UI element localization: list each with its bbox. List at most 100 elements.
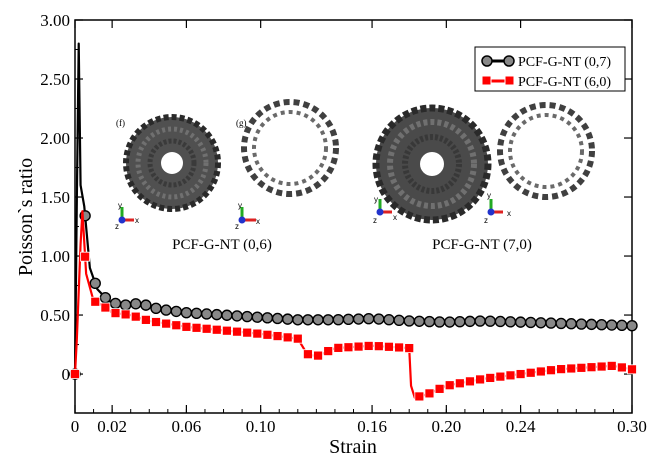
- series-point-1: [80, 251, 91, 262]
- series-point-0: [504, 316, 517, 328]
- series-point-1: [353, 341, 364, 352]
- series-point-1: [303, 349, 313, 360]
- series-point-0: [413, 315, 426, 327]
- series-point-0: [292, 314, 304, 326]
- series-point-0: [545, 317, 557, 329]
- series-point-1: [444, 380, 455, 391]
- series-point-0: [150, 302, 162, 315]
- inset-label-06: PCF-G-NT (0,6): [172, 237, 272, 253]
- series-point-0: [180, 306, 193, 319]
- y-tick-label: 0.50: [40, 306, 70, 325]
- series-point-1: [201, 323, 212, 334]
- svg-text:y: y: [374, 195, 378, 204]
- x-tick-label: 0.20: [431, 417, 461, 436]
- series-point-1: [191, 322, 202, 333]
- series-point-1: [292, 333, 303, 344]
- series-point-0: [433, 316, 446, 328]
- series-point-0: [221, 309, 233, 321]
- series-point-1: [151, 317, 161, 327]
- series-point-1: [424, 388, 435, 399]
- series-point-0: [312, 314, 324, 326]
- legend-box: [474, 46, 626, 92]
- svg-text:x: x: [135, 216, 139, 225]
- series-point-1: [242, 327, 253, 338]
- series-point-0: [160, 304, 172, 316]
- series-point-0: [241, 310, 253, 323]
- series-point-0: [302, 314, 314, 326]
- series-point-1: [596, 361, 607, 372]
- panel-label-f: (f): [116, 118, 125, 128]
- axis-triad-f: y x z: [115, 201, 139, 231]
- svg-text:y: y: [238, 201, 242, 210]
- series-point-1: [556, 364, 567, 375]
- series-point-1: [495, 371, 506, 382]
- series-point-0: [281, 313, 294, 325]
- series-layer: [69, 42, 638, 402]
- series-point-0: [211, 308, 223, 321]
- x-tick-label: 0.24: [506, 417, 536, 436]
- legend: PCF-G-NT (0,7) PCF-G-NT (6,0): [474, 46, 626, 92]
- series-point-1: [252, 328, 263, 339]
- series-point-0: [585, 318, 598, 331]
- series-point-0: [352, 313, 365, 325]
- series-point-0: [322, 314, 334, 326]
- series-point-1: [576, 362, 587, 373]
- svg-text:y: y: [487, 191, 491, 200]
- series-point-0: [575, 318, 588, 330]
- series-point-1: [394, 342, 404, 353]
- series-point-1: [515, 369, 526, 379]
- series-point-1: [586, 362, 597, 373]
- y-axis-title: Poisson`s ratio: [15, 158, 37, 276]
- series-point-1: [333, 342, 344, 353]
- x-tick-label: 0.30: [617, 417, 647, 436]
- series-point-1: [546, 365, 556, 376]
- series-point-1: [313, 350, 323, 361]
- series-point-0: [99, 291, 112, 304]
- series-point-1: [90, 296, 101, 307]
- axis-triad-70-axial: y x z: [373, 195, 397, 225]
- series-point-0: [626, 319, 638, 332]
- series-point-0: [525, 316, 537, 329]
- series-point-0: [251, 311, 263, 323]
- y-tick-label: 1.50: [40, 188, 70, 207]
- x-tick-label: 0.16: [357, 417, 387, 436]
- series-point-1: [323, 346, 334, 356]
- y-tick-labels: 0 0.50 1.00 1.50 2.00 2.50 3.00: [40, 11, 70, 384]
- y-tick-label: 2.00: [40, 129, 70, 148]
- inset-label-70: PCF-G-NT (7,0): [432, 237, 532, 253]
- series-point-1: [454, 378, 465, 389]
- svg-text:x: x: [393, 213, 397, 222]
- series-point-0: [393, 314, 405, 327]
- series-point-1: [110, 308, 121, 319]
- series-point-0: [89, 277, 101, 289]
- series-point-1: [272, 331, 283, 341]
- series-point-1: [475, 374, 485, 385]
- x-axis-title: Strain: [329, 436, 377, 458]
- series-point-1: [373, 341, 384, 352]
- series-point-0: [595, 319, 608, 331]
- series-point-0: [616, 319, 628, 332]
- series-point-0: [231, 310, 243, 322]
- nanotube-70-ring-view: [497, 102, 595, 200]
- series-point-0: [200, 308, 213, 320]
- legend-entry-07: PCF-G-NT (0,7): [481, 55, 611, 70]
- series-point-0: [373, 313, 385, 325]
- y-tick-label: 2.50: [40, 70, 70, 89]
- series-point-1: [181, 321, 192, 332]
- series-point-1: [384, 341, 394, 352]
- series-point-0: [332, 313, 345, 326]
- series-point-0: [130, 298, 142, 310]
- nanotube-06-axial-view: [123, 114, 221, 212]
- series-point-1: [606, 361, 617, 371]
- x-tick-label: 0: [71, 417, 80, 436]
- series-point-1: [130, 311, 141, 322]
- legend-label-60: PCF-G-NT (6,0): [518, 75, 611, 90]
- axis-triad-g: y x z: [235, 201, 260, 231]
- series-point-1: [343, 342, 354, 353]
- series-point-0: [535, 317, 547, 329]
- series-point-1: [363, 341, 374, 351]
- x-tick-label: 0.10: [246, 417, 276, 436]
- series-point-0: [140, 299, 152, 311]
- series-point-0: [514, 316, 527, 328]
